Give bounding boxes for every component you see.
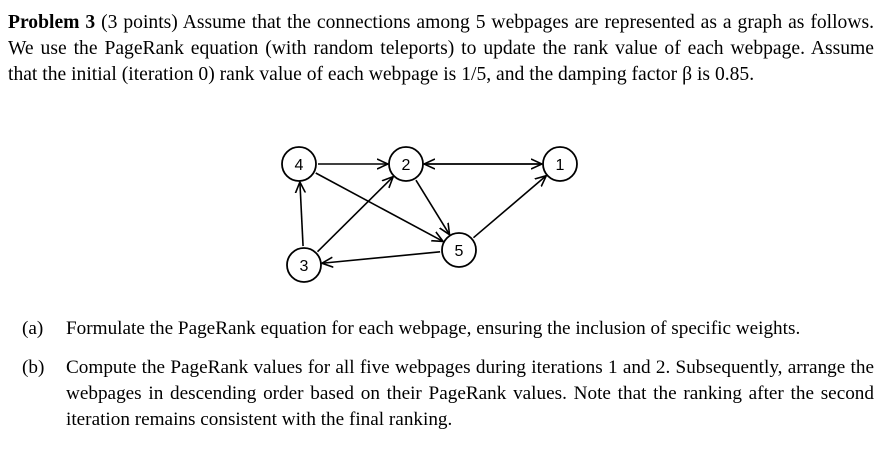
node-circle — [281, 146, 317, 182]
problem-points: (3 points) — [101, 12, 178, 33]
node-label: 1 — [556, 157, 565, 174]
edge-4-to-5 — [315, 172, 443, 241]
node-5: 5 — [441, 232, 477, 268]
node-1: 1 — [542, 146, 578, 182]
node-label: 5 — [455, 243, 464, 260]
node-circle — [388, 146, 424, 182]
node-4: 4 — [281, 146, 317, 182]
edge-2-to-5 — [415, 179, 450, 235]
edge-5-to-3 — [322, 251, 441, 263]
part-a-label: (a) — [22, 318, 44, 339]
edge-5-to-1 — [472, 176, 546, 239]
problem-text: Assume that the connections among 5 webp… — [8, 12, 875, 85]
node-2: 2 — [388, 146, 424, 182]
edge-3-to-4 — [300, 182, 303, 247]
sub-questions: (a) Formulate the PageRank equation for … — [22, 316, 874, 446]
problem-statement: Problem 3 (3 points) Assume that the con… — [8, 10, 874, 88]
node-circle — [542, 146, 578, 182]
node-label: 3 — [300, 258, 309, 275]
problem-heading: Problem 3 — [8, 12, 96, 33]
part-a-text: Formulate the PageRank equation for each… — [66, 318, 801, 339]
part-b-text: Compute the PageRank values for all five… — [66, 357, 874, 430]
part-b: (b) Compute the PageRank values for all … — [22, 355, 874, 433]
node-circle — [286, 247, 322, 283]
node-label: 2 — [402, 157, 411, 174]
part-a: (a) Formulate the PageRank equation for … — [22, 316, 874, 342]
node-circle — [441, 232, 477, 268]
node-3: 3 — [286, 247, 322, 283]
node-label: 4 — [295, 157, 304, 174]
edge-3-to-2 — [316, 177, 394, 253]
part-b-label: (b) — [22, 357, 45, 378]
